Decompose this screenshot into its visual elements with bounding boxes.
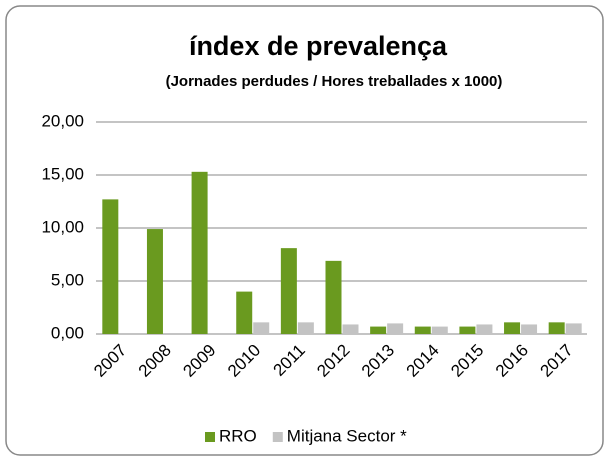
bar: [370, 326, 387, 334]
bar: [342, 324, 359, 334]
y-tick-label: 15,00: [41, 164, 84, 183]
y-tick-label: 20,00: [41, 111, 84, 130]
bar: [325, 260, 342, 334]
chart-title: índex de prevalença: [189, 31, 448, 61]
bar: [236, 291, 253, 334]
bar: [280, 248, 297, 334]
bar: [414, 326, 431, 334]
y-tick-label: 10,00: [41, 217, 84, 236]
bar: [504, 322, 521, 334]
bar: [191, 171, 208, 334]
bar: [548, 322, 565, 334]
y-tick-label: 5,00: [51, 270, 84, 289]
bar: [297, 322, 314, 334]
bar: [253, 322, 270, 334]
y-tick-label: 0,00: [51, 323, 84, 342]
legend-swatch: [205, 432, 215, 442]
bar: [387, 323, 404, 334]
bar: [146, 229, 163, 334]
bar: [431, 326, 448, 334]
chart-subtitle: (Jornades perdudes / Hores treballades x…: [166, 73, 503, 90]
bar: [565, 323, 582, 334]
legend-swatch: [272, 432, 283, 442]
bar: [521, 324, 538, 334]
bar: [476, 324, 493, 334]
legend-label: RRO: [219, 426, 257, 445]
legend-label: Mitjana Sector *: [287, 426, 407, 445]
bar: [102, 199, 119, 334]
bar: [459, 326, 476, 334]
chart-frame: [5, 5, 604, 456]
